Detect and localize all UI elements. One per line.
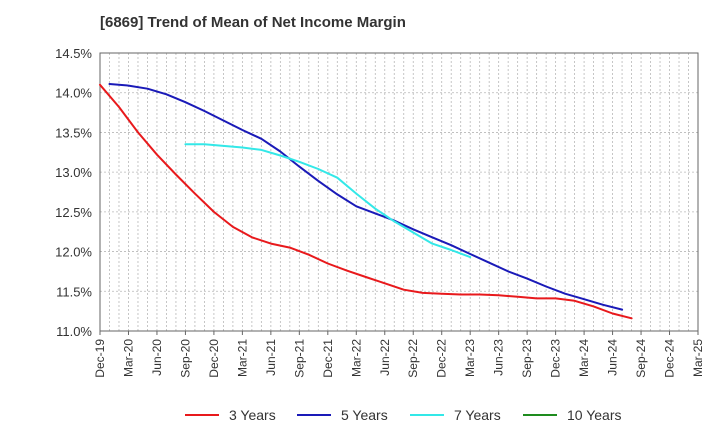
x-tick-label: Dec-24 <box>663 339 677 378</box>
x-tick-label: Mar-25 <box>691 339 705 377</box>
x-tick-label: Sep-24 <box>634 339 648 378</box>
legend-swatch <box>185 414 219 416</box>
x-tick-label: Dec-19 <box>93 339 107 378</box>
x-tick-label: Sep-21 <box>292 339 306 378</box>
y-tick-label: 13.5% <box>55 125 92 140</box>
x-tick-label: Mar-22 <box>349 339 363 377</box>
x-tick-label: Jun-22 <box>378 339 392 376</box>
plot-frame <box>99 52 699 332</box>
x-tick-label: Jun-23 <box>492 339 506 376</box>
grid-lines <box>100 53 698 331</box>
legend-swatch <box>523 414 557 416</box>
x-tick-label: Sep-20 <box>178 339 192 378</box>
x-tick-label: Mar-24 <box>577 339 591 377</box>
y-tick-label: 12.5% <box>55 205 92 220</box>
legend-swatch <box>410 414 444 416</box>
legend-item-3-years: 3 Years <box>185 405 276 425</box>
chart-title: [6869] Trend of Mean of Net Income Margi… <box>100 14 406 31</box>
x-tick-label: Jun-24 <box>606 339 620 376</box>
series-line-3-years <box>99 83 633 320</box>
legend-label: 10 Years <box>567 407 622 423</box>
y-tick-label: 14.5% <box>55 46 92 61</box>
legend-item-7-years: 7 Years <box>410 405 501 425</box>
x-tick-label: Mar-20 <box>121 339 135 377</box>
y-tick-label: 11.5% <box>56 284 92 299</box>
x-tick-label: Sep-22 <box>406 339 420 378</box>
legend-swatch <box>297 414 331 416</box>
series-lines <box>99 83 633 320</box>
legend: 3 Years 5 Years 7 Years 10 Years <box>0 405 720 427</box>
x-tick-label: Dec-23 <box>549 339 563 378</box>
legend-item-10-years: 10 Years <box>523 405 622 425</box>
x-tick-label: Jun-20 <box>150 339 164 376</box>
x-tick-label: Dec-21 <box>321 339 335 378</box>
y-tick-label: 11.0% <box>56 324 92 339</box>
legend-label: 7 Years <box>454 407 501 423</box>
series-line-7-years <box>184 143 472 259</box>
tick-labels: 11.0% 11.5% 12.0% 12.5% 13.0% 13.5% 14.0% 14.5%… <box>55 46 705 378</box>
legend-label: 5 Years <box>341 407 388 423</box>
y-tick-label: 12.0% <box>55 245 92 260</box>
y-tick-label: 13.0% <box>55 165 92 180</box>
legend-label: 3 Years <box>229 407 276 423</box>
x-tick-label: Jun-21 <box>264 339 278 376</box>
legend-item-5-years: 5 Years <box>297 405 388 425</box>
axes <box>99 52 699 335</box>
y-tick-label: 14.0% <box>55 86 92 101</box>
x-tick-label: Sep-23 <box>520 339 534 378</box>
x-tick-label: Mar-21 <box>235 339 249 377</box>
x-tick-label: Dec-22 <box>435 339 449 378</box>
x-tick-label: Dec-20 <box>207 339 221 378</box>
x-tick-label: Mar-23 <box>463 339 477 377</box>
series-line-5-years <box>108 83 624 311</box>
